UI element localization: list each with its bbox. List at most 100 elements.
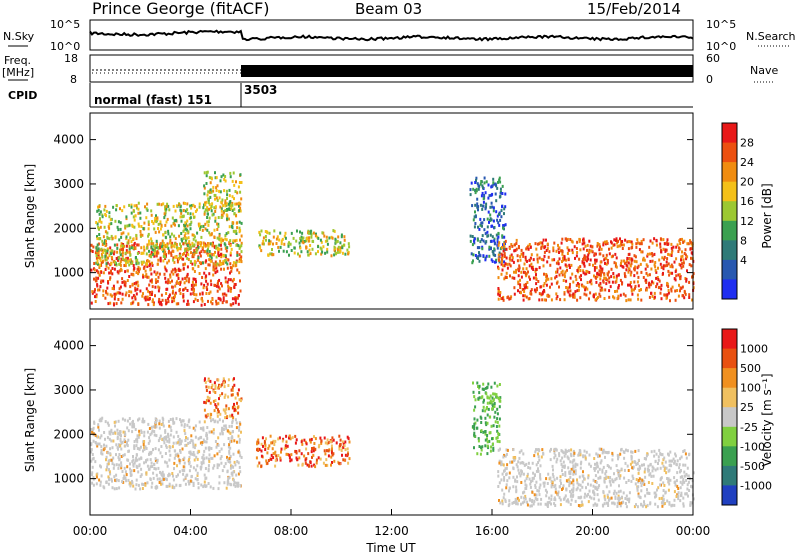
heatmap-cell — [310, 437, 313, 441]
heatmap-cell — [132, 273, 135, 277]
heatmap-cell — [517, 280, 520, 284]
heatmap-cell — [121, 251, 124, 255]
heatmap-cell — [480, 180, 483, 183]
heatmap-cell — [653, 454, 656, 458]
heatmap-cell — [182, 242, 185, 246]
heatmap-cell — [178, 254, 181, 258]
heatmap-cell — [606, 278, 609, 282]
heatmap-cell — [172, 418, 175, 422]
heatmap-cell — [208, 453, 211, 457]
heatmap-cell — [546, 490, 548, 494]
heatmap-cell — [680, 266, 683, 270]
heatmap-cell — [186, 302, 189, 306]
heatmap-cell — [647, 491, 650, 495]
heatmap-cell — [151, 300, 154, 303]
heatmap-cell — [556, 270, 559, 274]
heatmap-cell — [607, 270, 610, 274]
heatmap-cell — [500, 246, 503, 249]
heatmap-cell — [659, 478, 662, 482]
heatmap-cell — [574, 472, 577, 476]
heatmap-cell — [231, 297, 234, 301]
heatmap-cell — [146, 275, 149, 279]
heatmap-cell — [677, 273, 680, 277]
heatmap-cell — [184, 444, 187, 447]
heatmap-cell — [266, 461, 269, 465]
heatmap-cell — [266, 451, 269, 455]
heatmap-cell — [179, 208, 182, 212]
heatmap-cell — [497, 257, 500, 261]
heatmap-cell — [636, 293, 639, 297]
heatmap-cell — [109, 293, 112, 297]
heatmap-cell — [528, 258, 531, 262]
colorbar-tick-label: 8 — [740, 234, 747, 247]
heatmap-cell — [192, 212, 195, 216]
heatmap-cell — [171, 216, 174, 220]
heatmap-cell — [202, 458, 205, 462]
heatmap-cell — [682, 463, 685, 467]
heatmap-cell — [187, 230, 190, 234]
heatmap-cell — [103, 241, 106, 245]
heatmap-cell — [681, 475, 683, 479]
heatmap-cell — [536, 489, 539, 493]
nave-tick-top: 60 — [706, 52, 720, 65]
heatmap-cell — [204, 414, 207, 418]
heatmap-cell — [232, 470, 235, 474]
heatmap-cell — [260, 249, 263, 253]
heatmap-cell — [223, 481, 226, 485]
heatmap-cell — [239, 454, 242, 458]
heatmap-cell — [199, 426, 202, 430]
heatmap-cell — [219, 457, 222, 461]
nsky-tick-top: 10^5 — [50, 18, 80, 31]
heatmap-cell — [631, 450, 634, 454]
heatmap-cell — [206, 282, 209, 286]
heatmap-cell — [106, 256, 109, 260]
heatmap-cell — [139, 230, 142, 233]
heatmap-cell — [625, 505, 628, 509]
heatmap-cell — [113, 287, 115, 291]
heatmap-cell — [479, 182, 482, 186]
heatmap-cell — [676, 471, 679, 475]
heatmap-cell — [568, 293, 571, 297]
heatmap-cell — [481, 445, 484, 449]
heatmap-cell — [128, 417, 131, 420]
heatmap-cell — [191, 241, 194, 245]
heatmap-cell — [258, 230, 261, 234]
heatmap-cell — [619, 489, 622, 493]
heatmap-cell — [135, 262, 138, 266]
heatmap-cell — [511, 258, 514, 262]
y-tick-label: 3000 — [53, 177, 84, 191]
heatmap-cell — [124, 224, 127, 228]
heatmap-cell — [674, 278, 677, 282]
heatmap-cell — [141, 261, 144, 265]
heatmap-cell — [234, 202, 237, 206]
heatmap-cell — [289, 459, 292, 463]
heatmap-cell — [500, 272, 503, 276]
heatmap-cell — [492, 442, 494, 446]
heatmap-cell — [216, 289, 219, 293]
heatmap-cell — [120, 242, 123, 246]
heatmap-cell — [568, 471, 571, 475]
heatmap-cell — [595, 266, 598, 270]
heatmap-cell — [98, 205, 101, 208]
heatmap-cell — [306, 250, 309, 254]
heatmap-cell — [481, 234, 484, 238]
heatmap-cell — [615, 280, 618, 283]
heatmap-cell — [559, 503, 562, 507]
heatmap-cell — [162, 255, 165, 258]
heatmap-cell — [310, 450, 313, 454]
heatmap-cell — [204, 208, 207, 212]
heatmap-cell — [593, 274, 595, 278]
heatmap-cell — [232, 264, 235, 268]
heatmap-cell — [265, 238, 267, 242]
heatmap-cell — [577, 483, 580, 487]
heatmap-cell — [523, 496, 526, 500]
heatmap-cell — [173, 467, 175, 471]
heatmap-cell — [559, 475, 562, 479]
heatmap-cell — [541, 298, 544, 302]
heatmap-cell — [504, 454, 507, 458]
heatmap-cell — [663, 456, 666, 460]
heatmap-cell — [257, 438, 260, 442]
heatmap-cell — [225, 300, 228, 304]
heatmap-cell — [203, 192, 206, 196]
heatmap-cell — [97, 425, 100, 429]
